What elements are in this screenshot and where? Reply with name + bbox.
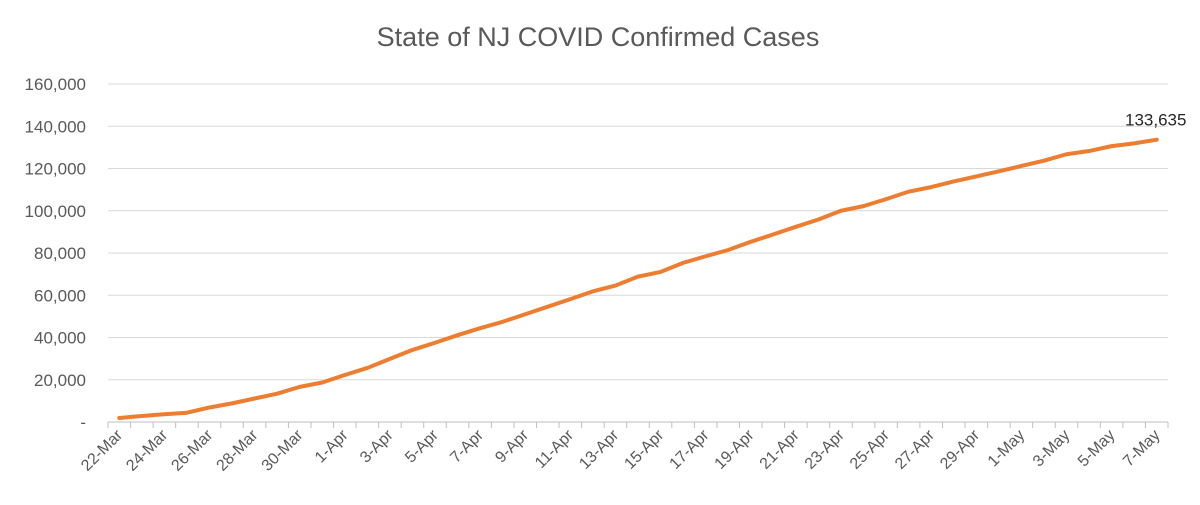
x-tick-label: 5-Apr [402,426,442,466]
x-tick-label: 19-Apr [712,426,758,472]
x-tick-label: 13-Apr [576,426,622,472]
data-labels: 133,635 [1125,111,1186,130]
y-tick-label: 160,000 [25,75,86,94]
x-tick-label: 7-May [1120,427,1163,470]
x-tick-label: 29-Apr [937,426,983,472]
y-tick-label: 120,000 [25,160,86,179]
x-tick-label: 30-Mar [259,426,307,474]
x-tick-label: 3-May [1030,427,1073,470]
y-tick-label: - [80,413,86,432]
y-tick-label: 20,000 [34,371,86,390]
x-tick-label: 15-Apr [621,426,667,472]
y-tick-label: 100,000 [25,202,86,221]
x-tick-label: 23-Apr [802,426,848,472]
y-tick-label: 80,000 [34,244,86,263]
chart-title: State of NJ COVID Confirmed Cases [377,22,820,52]
data-label: 133,635 [1125,111,1186,130]
x-tick-label: 3-Apr [357,426,397,466]
x-tick-label: 9-Apr [492,426,532,466]
x-tick-label: 21-Apr [757,426,803,472]
x-axis [107,421,1169,428]
series-line [117,137,1159,420]
x-tick-label: 5-May [1075,427,1118,470]
x-tick-label: 22-Mar [78,426,126,474]
x-tick-label: 26-Mar [168,426,216,474]
x-tick-label: 27-Apr [892,426,938,472]
data-points [117,138,1158,420]
x-tick-label: 1-Apr [312,426,352,466]
x-tick-label: 7-Apr [447,426,487,466]
x-tick-label: 28-Mar [214,426,262,474]
x-tick-label: 24-Mar [123,426,171,474]
x-tick-label: 11-Apr [532,426,578,472]
y-tick-label: 60,000 [34,286,86,305]
x-tick-label: 25-Apr [847,426,893,472]
y-tick-label: 140,000 [25,117,86,136]
gridlines [108,83,1168,381]
x-tick-label: 1-May [985,427,1028,470]
y-tick-label: 40,000 [34,329,86,348]
y-axis-tick-labels: - 20,000 40,000 60,000 80,000 100,000 120,000 1… [25,75,86,432]
x-tick-label: 17-Apr [667,426,713,472]
